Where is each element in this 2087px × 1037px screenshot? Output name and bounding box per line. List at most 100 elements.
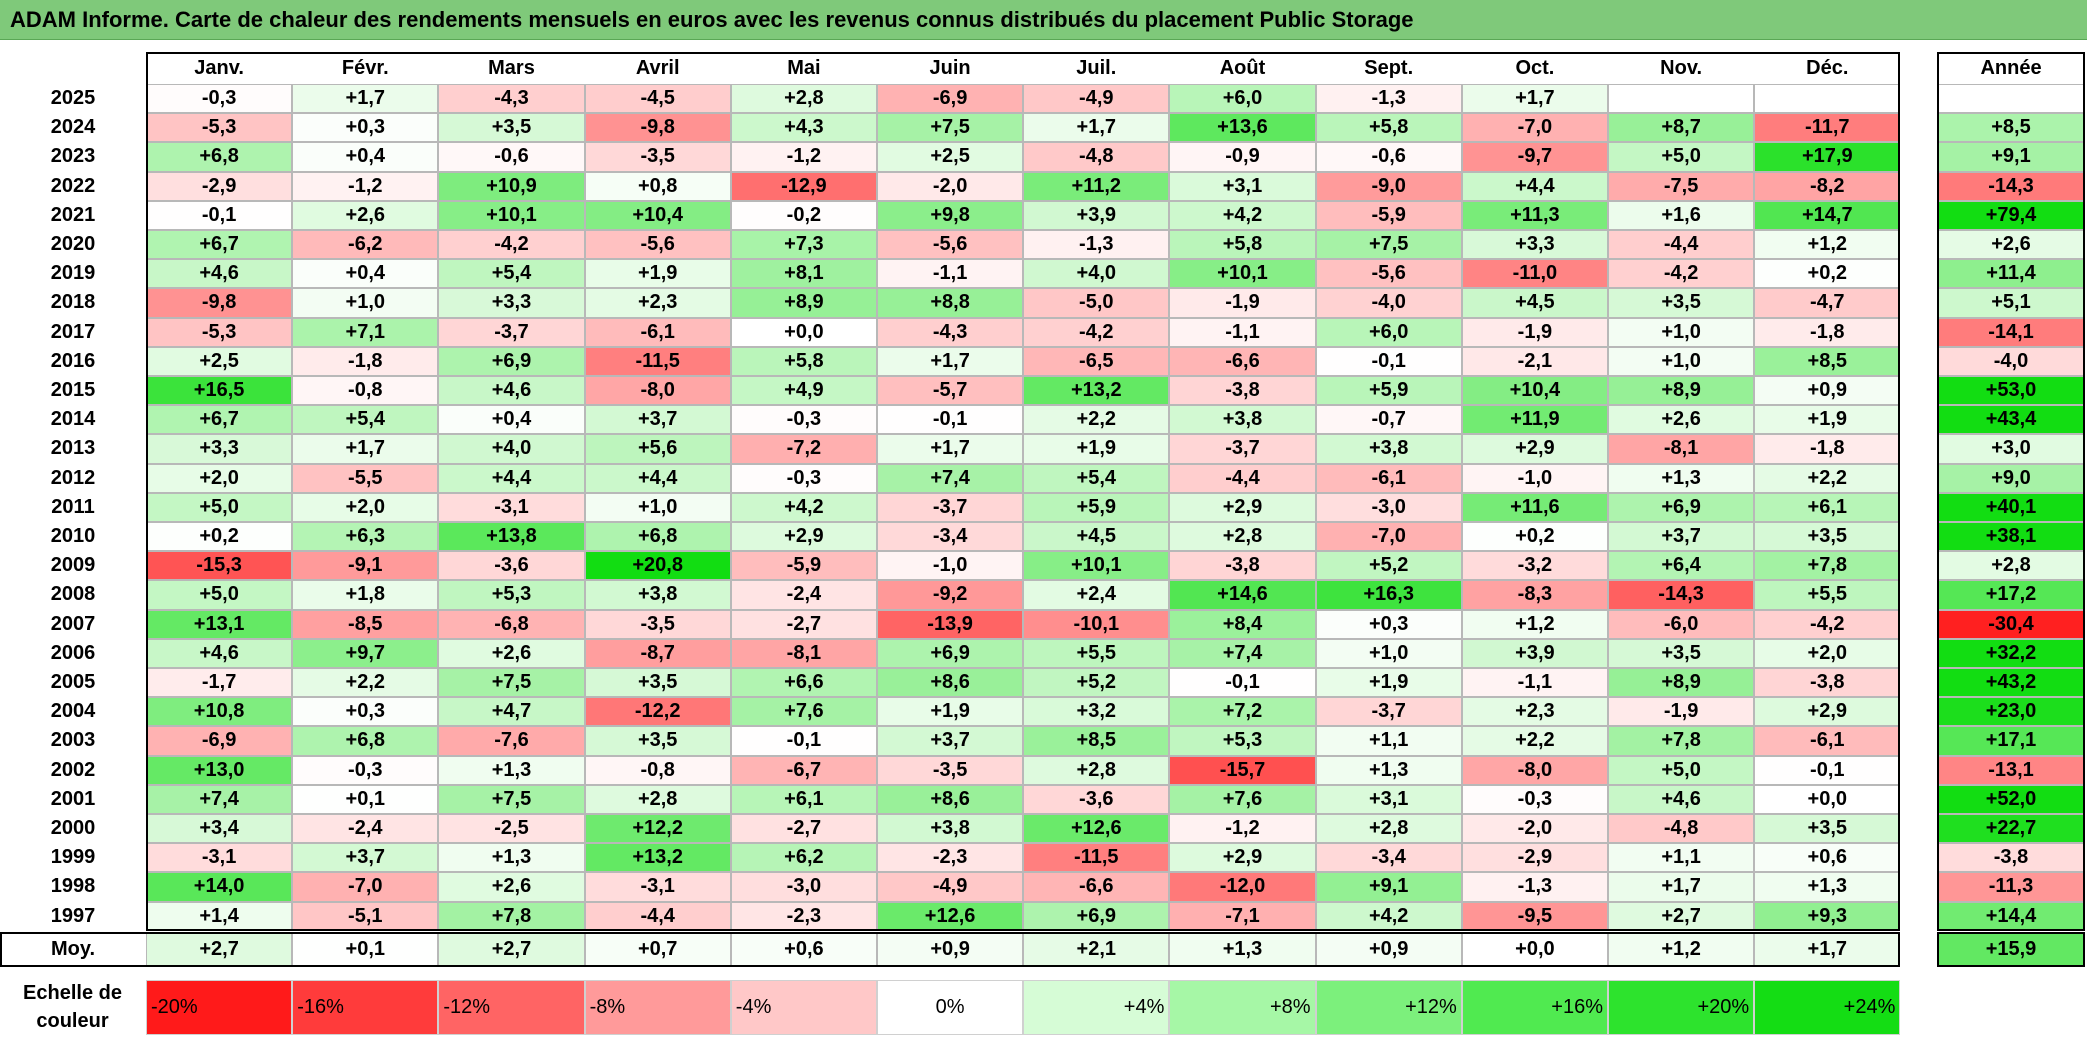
heat-cell: +2,7: [1608, 901, 1755, 931]
heat-cell: +11,2: [1023, 171, 1170, 201]
heat-cell: +4,6: [146, 638, 293, 668]
month-header: Juil.: [1076, 56, 1117, 79]
heat-cell: -10,1: [1023, 609, 1170, 639]
year-label: 2006: [50, 641, 96, 664]
heat-cell: -2,5: [438, 814, 585, 844]
heat-cell: [1754, 84, 1901, 114]
heat-cell: +3,9: [1461, 638, 1608, 668]
heat-cell: +6,1: [1754, 492, 1901, 522]
heat-cell: +3,5: [584, 668, 731, 698]
heat-cell: +2,0: [146, 463, 293, 493]
heat-cell: -0,6: [1315, 142, 1462, 172]
heat-cell: +13,2: [584, 843, 731, 873]
heat-cell: +2,2: [1023, 405, 1170, 435]
heat-cell: -3,5: [877, 755, 1024, 785]
heat-cell: +5,0: [1608, 755, 1755, 785]
heat-cell: +1,7: [1608, 872, 1755, 902]
annual-cell: +43,2: [1937, 668, 2085, 698]
heat-cell: +0,0: [730, 317, 877, 347]
heat-cell: -12,2: [584, 697, 731, 727]
heat-cell: -5,9: [730, 551, 877, 581]
heat-cell: +10,8: [146, 697, 293, 727]
year-label: 2011: [51, 495, 95, 518]
year-label: 2022: [50, 174, 96, 197]
heat-cell: -2,9: [146, 171, 293, 201]
heat-cell: +8,6: [877, 784, 1024, 814]
heat-cell: +1,9: [1023, 434, 1170, 464]
heat-cell: +6,8: [584, 522, 731, 552]
heat-cell: +4,2: [1315, 901, 1462, 931]
heat-cell: -8,1: [730, 638, 877, 668]
heat-cell: +11,3: [1461, 200, 1608, 230]
average-cell: +0,7: [584, 932, 731, 967]
heat-cell: -3,4: [1315, 843, 1462, 873]
color-scale-swatch: +24%: [1754, 980, 1901, 1035]
heat-cell: +13,1: [146, 609, 293, 639]
year-label: 2012: [50, 466, 96, 489]
month-header: Mai: [787, 56, 821, 79]
annual-cell: +38,1: [1937, 522, 2085, 552]
heat-cell: -9,8: [146, 288, 293, 318]
heat-cell: +5,8: [1169, 230, 1316, 260]
heat-cell: +7,8: [1608, 726, 1755, 756]
heat-cell: +7,2: [1169, 697, 1316, 727]
heat-cell: -2,4: [292, 814, 439, 844]
heat-cell: +0,8: [584, 171, 731, 201]
heat-cell: +12,2: [584, 814, 731, 844]
heat-cell: +4,5: [1461, 288, 1608, 318]
annual-cell: +2,8: [1937, 551, 2085, 581]
heat-cell: +2,5: [146, 346, 293, 376]
heat-cell: +5,0: [146, 492, 293, 522]
heat-cell: -5,0: [1023, 288, 1170, 318]
heat-cell: +7,4: [1169, 638, 1316, 668]
heat-cell: +0,3: [1315, 609, 1462, 639]
heat-cell: +6,9: [1608, 492, 1755, 522]
heat-cell: +4,7: [438, 697, 585, 727]
heat-cell: +12,6: [877, 901, 1024, 931]
heat-cell: +6,9: [438, 346, 585, 376]
heat-cell: +2,9: [1169, 843, 1316, 873]
heat-cell: +2,8: [1169, 522, 1316, 552]
heat-cell: -0,8: [584, 755, 731, 785]
heat-cell: +3,7: [584, 405, 731, 435]
annual-cell: +32,2: [1937, 638, 2085, 668]
heat-cell: -4,9: [1023, 84, 1170, 114]
heat-cell: -5,7: [877, 376, 1024, 406]
heat-cell: -2,1: [1461, 346, 1608, 376]
heat-cell: -1,2: [292, 171, 439, 201]
heat-cell: +1,2: [1461, 609, 1608, 639]
heat-cell: -1,3: [1461, 872, 1608, 902]
heat-cell: +5,8: [1315, 113, 1462, 143]
heat-cell: +2,0: [1754, 638, 1901, 668]
average-cell: +2,7: [146, 932, 293, 967]
heat-cell: +1,9: [1754, 405, 1901, 435]
heat-cell: +4,9: [730, 376, 877, 406]
year-label: 1999: [50, 846, 96, 869]
heat-cell: -15,7: [1169, 755, 1316, 785]
heat-cell: -11,7: [1754, 113, 1901, 143]
heat-cell: +6,4: [1608, 551, 1755, 581]
heat-cell: -4,3: [438, 84, 585, 114]
year-label: 2009: [50, 554, 96, 577]
heat-cell: +4,3: [730, 113, 877, 143]
heat-cell: -8,1: [1608, 434, 1755, 464]
heat-cell: -2,3: [877, 843, 1024, 873]
heat-cell: +3,5: [1608, 638, 1755, 668]
heat-cell: +6,0: [1169, 84, 1316, 114]
heat-cell: -0,1: [1315, 346, 1462, 376]
heat-cell: -9,0: [1315, 171, 1462, 201]
heat-cell: +7,6: [730, 697, 877, 727]
heat-cell: +6,2: [730, 843, 877, 873]
heat-cell: +3,7: [292, 843, 439, 873]
heat-cell: -7,0: [1461, 113, 1608, 143]
heat-cell: -4,2: [1023, 317, 1170, 347]
heat-cell: +5,4: [1023, 463, 1170, 493]
month-header: Août: [1219, 56, 1266, 79]
heat-cell: -5,6: [1315, 259, 1462, 289]
heat-cell: -6,1: [1315, 463, 1462, 493]
heat-cell: +3,1: [1315, 784, 1462, 814]
color-scale-swatch: -16%: [292, 980, 439, 1035]
average-label: Moy.: [50, 938, 96, 960]
heat-cell: -7,6: [438, 726, 585, 756]
heat-cell: +6,7: [146, 405, 293, 435]
